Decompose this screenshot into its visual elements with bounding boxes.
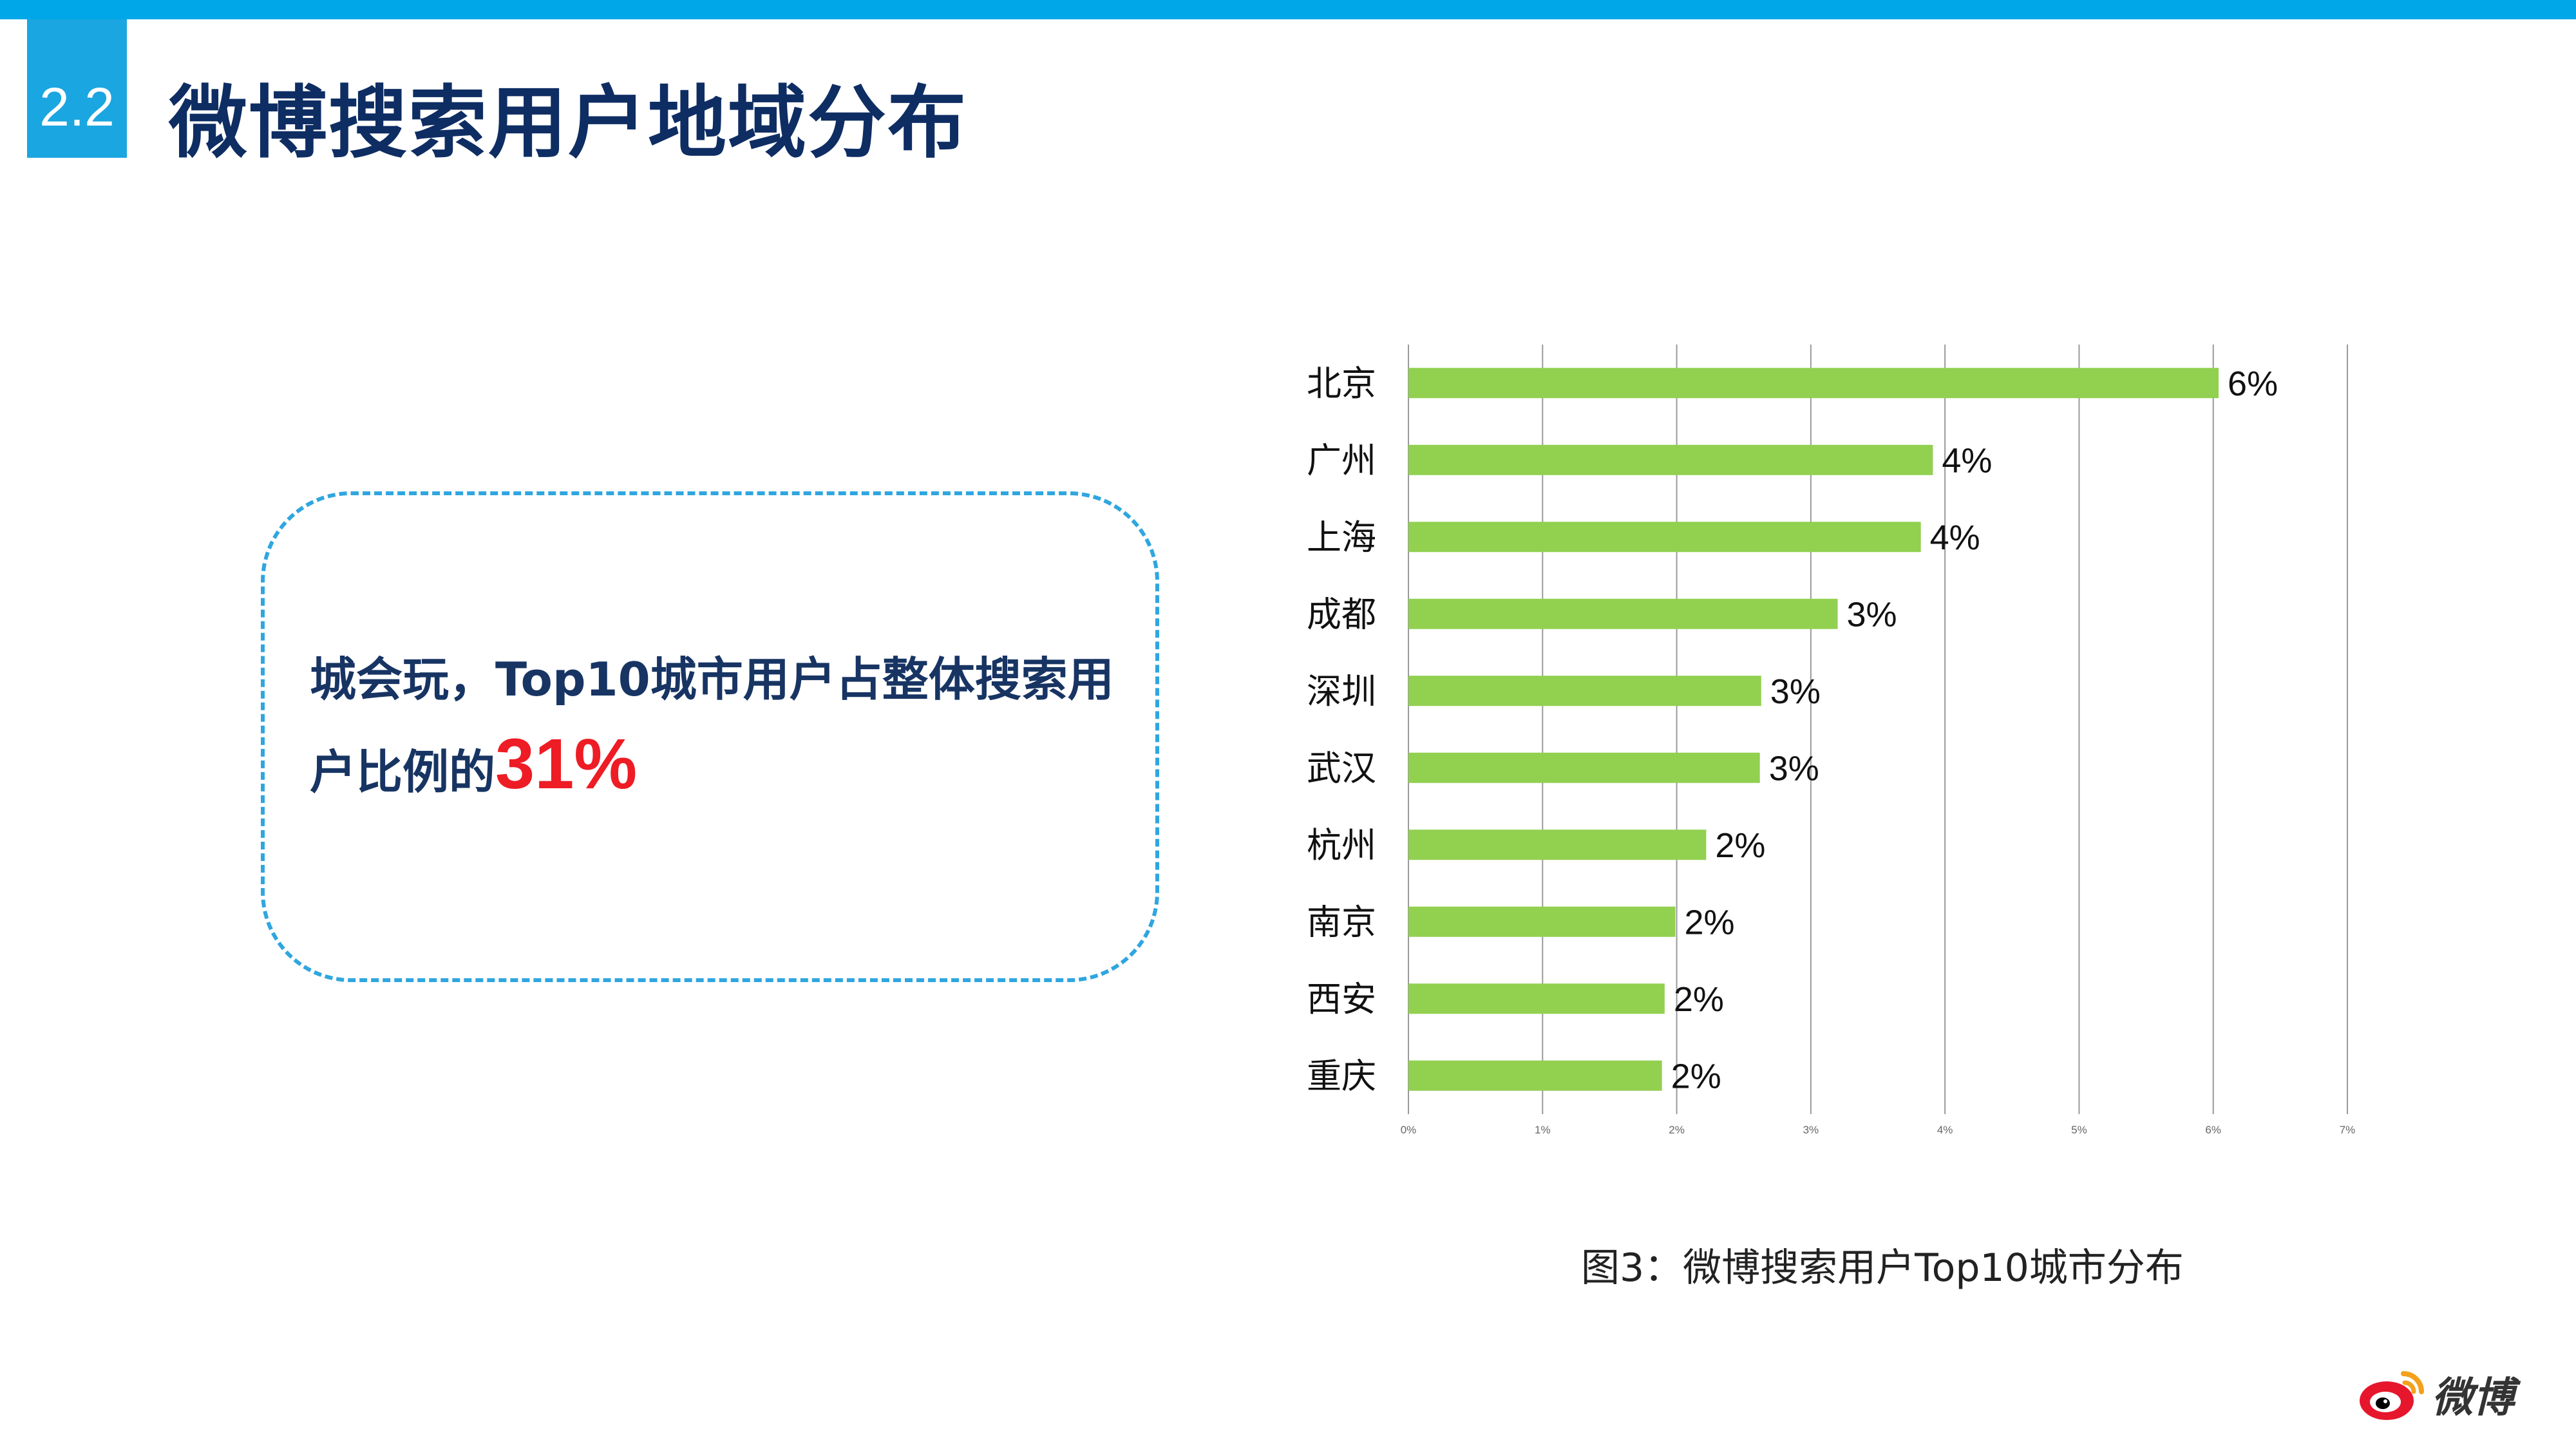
city-distribution-bar-chart: 0% 1% 2% 3% 4% 5% 6% 7%北京 6%广州 4%上海 4%成都 3%深圳 3%武汉 3%… xyxy=(1307,345,2356,1136)
data-label: 2% xyxy=(1684,903,1734,942)
category-label: 广州 xyxy=(1307,440,1376,480)
section-number-badge: 2.2 xyxy=(27,19,127,158)
x-tick-label: 4% xyxy=(1937,1124,1953,1136)
category-label: 深圳 xyxy=(1307,671,1376,712)
data-label: 2% xyxy=(1671,1057,1721,1095)
callout-text: 城会玩，Top10城市用户占整体搜索用户比例的31% xyxy=(310,637,1130,815)
weibo-logo-text: 微博 xyxy=(2432,1374,2514,1422)
category-label: 杭州 xyxy=(1307,825,1376,866)
page-title: 微博搜索用户地域分布 xyxy=(169,77,967,169)
data-label: 4% xyxy=(1930,518,1980,557)
weibo-logo-icon xyxy=(2360,1371,2424,1420)
callout-statement: 城会玩，Top10城市用户占整体搜索用户比例的 xyxy=(310,652,1114,799)
bar xyxy=(1408,829,1707,860)
data-label: 2% xyxy=(1674,980,1724,1019)
x-tick-label: 3% xyxy=(1803,1124,1819,1136)
bar xyxy=(1408,983,1665,1014)
x-tick-label: 2% xyxy=(1669,1124,1685,1136)
top-accent-bar xyxy=(0,0,2576,19)
x-tick-label: 0% xyxy=(1401,1124,1417,1136)
data-label: 6% xyxy=(2228,365,2278,403)
bar xyxy=(1408,598,1838,629)
data-label: 3% xyxy=(1847,595,1897,634)
category-label: 重庆 xyxy=(1307,1056,1376,1096)
bar xyxy=(1408,1060,1662,1091)
data-label: 2% xyxy=(1715,826,1765,865)
x-tick-label: 7% xyxy=(2340,1124,2356,1136)
bar xyxy=(1408,522,1921,553)
section-number: 2.2 xyxy=(39,77,115,137)
bar xyxy=(1408,752,1760,783)
bar xyxy=(1408,368,2219,399)
data-label: 3% xyxy=(1770,672,1821,711)
x-tick-label: 6% xyxy=(2205,1124,2221,1136)
category-label: 西安 xyxy=(1307,979,1376,1019)
callout-box: 城会玩，Top10城市用户占整体搜索用户比例的31% xyxy=(261,491,1159,982)
callout-highlight-value: 31% xyxy=(495,724,638,804)
chart-caption: 图3：微博搜索用户Top10城市分布 xyxy=(1581,1245,2184,1291)
data-label: 3% xyxy=(1769,749,1819,788)
category-label: 南京 xyxy=(1307,902,1376,942)
weibo-logo: 微博 xyxy=(2357,1359,2524,1430)
bar xyxy=(1408,676,1761,706)
data-label: 4% xyxy=(1942,441,1992,480)
bar xyxy=(1408,444,1933,475)
category-label: 北京 xyxy=(1307,363,1376,404)
category-label: 成都 xyxy=(1307,594,1376,634)
x-tick-label: 1% xyxy=(1535,1124,1551,1136)
bar xyxy=(1408,906,1676,937)
category-label: 上海 xyxy=(1307,517,1376,558)
category-label: 武汉 xyxy=(1307,748,1376,788)
x-tick-label: 5% xyxy=(2071,1124,2087,1136)
